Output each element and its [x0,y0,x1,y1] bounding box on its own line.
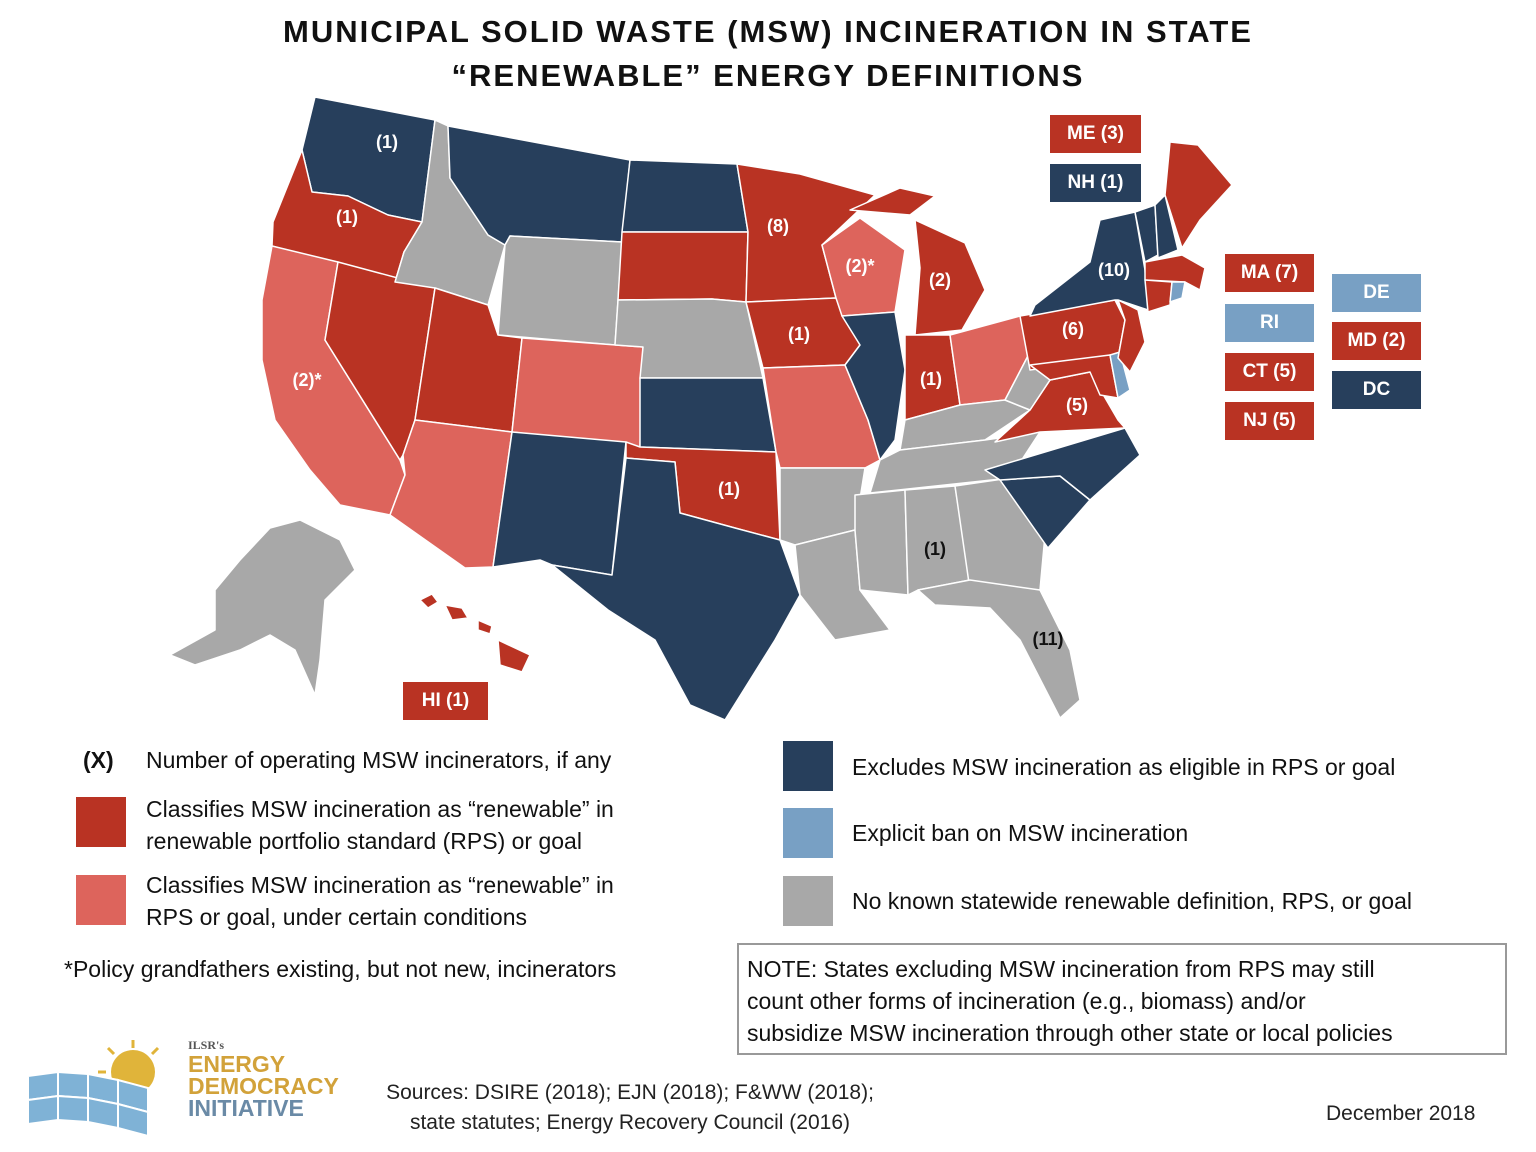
state-ms [854,489,909,596]
publication-date: December 2018 [1326,1102,1476,1125]
state-tx [551,457,801,721]
state-hi [419,593,531,673]
us-map: (1) (1) (2)* (8) (2)* (2) (1) (1) (10) (… [169,96,1233,721]
note-line-2: count other forms of incineration (e.g.,… [747,988,1306,1014]
state-nj [1117,299,1146,373]
note-line-1: NOTE: States excluding MSW incineration … [747,956,1375,982]
count-label-in: (1) [920,369,942,389]
state-az [389,419,513,569]
legend-swatch-no-definition [783,876,833,926]
state-nd [621,159,749,233]
count-label-mn: (8) [767,216,789,236]
legend-swatch-renewable [76,797,126,847]
state-de [1109,351,1131,399]
state-fl [917,579,1081,719]
count-label-ca: (2)* [292,370,321,390]
count-label-al: (1) [924,539,946,559]
legend-conditional-text-2: RPS or goal, under certain conditions [146,904,527,930]
count-label-pa: (6) [1062,319,1084,339]
state-box-dc: DC [1332,371,1421,409]
legend-swatch-ban [783,808,833,858]
state-mi [849,187,986,336]
state-sd [617,231,749,303]
map-title-line-1: MUNICIPAL SOLID WASTE (MSW) INCINERATION… [283,14,1253,49]
state-nm [492,431,627,576]
legend-swatch-conditional [76,875,126,925]
map-title-line-2: “RENEWABLE” ENERGY DEFINITIONS [451,58,1085,93]
count-label-mi: (2) [929,270,951,290]
sources-line-1: Sources: DSIRE (2018); EJN (2018); F&WW … [386,1081,874,1104]
state-ak [169,519,356,696]
state-co [511,337,644,448]
legend-conditional-text-1: Classifies MSW incineration as “renewabl… [146,872,614,898]
state-box-nj: NJ (5) [1225,402,1314,440]
logo-democracy: DEMOCRACY [188,1073,339,1099]
state-box-hi: HI (1) [403,682,488,720]
state-wy [497,235,623,346]
state-box-ri: RI [1225,304,1314,342]
state-ri [1169,281,1186,303]
legend-renewable-text-1: Classifies MSW incineration as “renewabl… [146,796,614,822]
note-line-3: subsidize MSW incineration through other… [747,1020,1393,1046]
logo-ilsr: ILSR's [188,1038,225,1052]
state-ct [1144,279,1173,313]
count-label-va: (5) [1066,395,1088,415]
sources: Sources: DSIRE (2018); EJN (2018); F&WW … [350,1078,910,1138]
state-box-me: ME (3) [1050,115,1141,153]
solar-panel-sun-icon [28,1040,160,1136]
state-box-nh: NH (1) [1050,164,1141,202]
count-label-ny: (10) [1098,260,1130,280]
count-label-wa: (1) [376,132,398,152]
count-label-or: (1) [336,207,358,227]
sources-line-2: state statutes; Energy Recovery Council … [409,1111,851,1134]
state-box-ct: CT (5) [1225,353,1314,391]
legend-grandfather-note: *Policy grandfathers existing, but not n… [64,956,617,982]
count-label-fl: (11) [1032,629,1063,649]
state-box-ma: MA (7) [1225,254,1314,292]
legend-count-text: Number of operating MSW incinerators, if… [146,747,612,773]
state-ks [639,377,777,453]
count-label-ia: (1) [788,324,810,344]
logo-energy: ENERGY [188,1051,286,1077]
energy-democracy-logo: ILSR's ENERGY DEMOCRACY INITIATIVE [28,1036,339,1136]
logo-initiative: INITIATIVE [188,1095,304,1121]
count-label-ok: (1) [718,479,740,499]
legend-no-definition-text: No known statewide renewable definition,… [852,888,1412,914]
state-box-de: DE [1332,274,1421,312]
state-ny [1029,211,1149,317]
state-box-md: MD (2) [1332,322,1421,360]
legend-excludes-text: Excludes MSW incineration as eligible in… [852,754,1396,780]
state-me [1164,141,1233,249]
note-box: NOTE: States excluding MSW incineration … [737,943,1507,1055]
legend-swatch-excludes [783,741,833,791]
count-label-wi: (2)* [845,256,874,276]
legend-renewable-text-2: renewable portfolio standard (RPS) or go… [146,828,582,854]
legend-count-symbol: (X) [83,747,114,773]
state-nh [1154,194,1179,259]
legend-ban-text: Explicit ban on MSW incineration [852,820,1189,846]
